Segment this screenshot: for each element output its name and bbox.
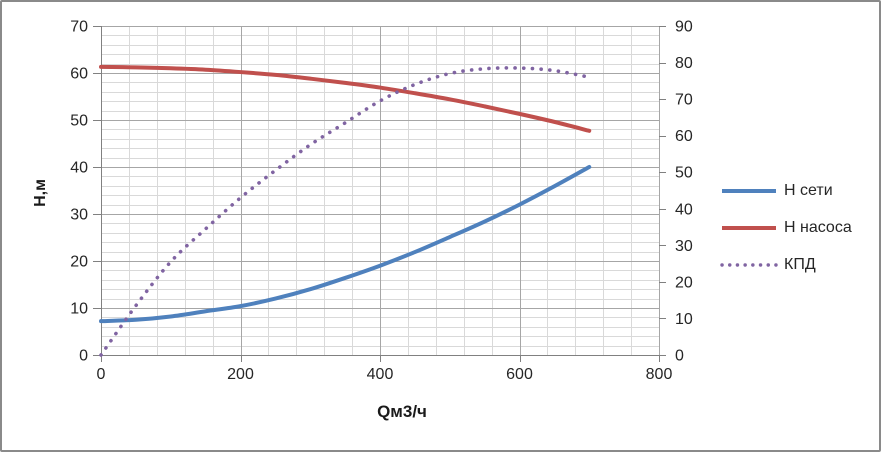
- svg-text:200: 200: [227, 366, 254, 383]
- svg-text:50: 50: [70, 113, 88, 130]
- svg-text:70: 70: [70, 19, 88, 36]
- svg-text:40: 40: [70, 160, 88, 177]
- svg-text:70: 70: [675, 92, 693, 109]
- axis-lines-and-ticks: [93, 25, 666, 362]
- series-line-2[interactable]: [99, 66, 592, 357]
- series-line-1[interactable]: [99, 64, 592, 133]
- svg-text:800: 800: [646, 366, 673, 383]
- svg-text:10: 10: [675, 311, 693, 328]
- legend-item-h-seti[interactable]: Н сети: [720, 172, 879, 209]
- svg-text:40: 40: [675, 201, 693, 218]
- svg-text:600: 600: [506, 366, 533, 383]
- legend-label: Н насоса: [784, 218, 852, 236]
- y-axis-title-text: Н,м: [32, 179, 49, 207]
- legend-line-sample-icon: [720, 186, 778, 196]
- svg-text:90: 90: [675, 19, 693, 36]
- axis-tick-labels: 0 10 20 30 40 50 60 70 0 10 20 30 40 50 60 70 80 90 0 200 40…: [70, 19, 693, 384]
- legend-line-sample-icon: [720, 260, 778, 270]
- series-line-0[interactable]: [99, 165, 592, 324]
- legend-label: КПД: [784, 255, 816, 273]
- svg-text:60: 60: [675, 128, 693, 145]
- legend-item-h-nasosa[interactable]: Н насоса: [720, 209, 879, 246]
- legend-label: Н сети: [784, 181, 833, 199]
- svg-text:30: 30: [70, 207, 88, 224]
- svg-text:0: 0: [675, 348, 684, 365]
- svg-text:10: 10: [70, 301, 88, 318]
- svg-text:60: 60: [70, 66, 88, 83]
- chart-legend: Н сети Н насоса КПД: [720, 172, 879, 283]
- svg-text:0: 0: [97, 366, 106, 383]
- svg-text:0: 0: [79, 348, 88, 365]
- svg-text:30: 30: [675, 238, 693, 255]
- legend-item-kpd[interactable]: КПД: [720, 246, 879, 283]
- legend-line-sample-icon: [720, 223, 778, 233]
- svg-text:80: 80: [675, 55, 693, 72]
- svg-text:20: 20: [675, 274, 693, 291]
- svg-text:50: 50: [675, 165, 693, 182]
- svg-text:20: 20: [70, 254, 88, 271]
- svg-text:400: 400: [367, 366, 394, 383]
- x-axis-title: Qм3/ч: [377, 402, 427, 421]
